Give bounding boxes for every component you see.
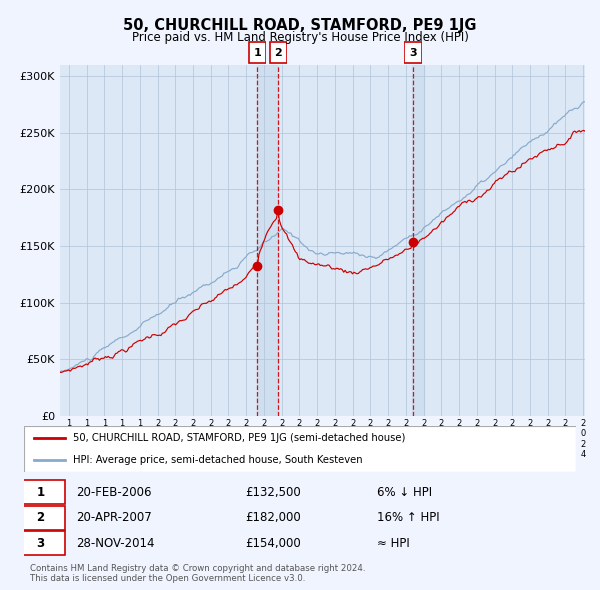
Point — [253, 261, 262, 271]
Text: 6% ↓ HPI: 6% ↓ HPI — [377, 486, 433, 499]
FancyBboxPatch shape — [16, 531, 65, 555]
Text: 1: 1 — [37, 486, 44, 499]
Text: £132,500: £132,500 — [245, 486, 301, 499]
Text: 1: 1 — [254, 48, 261, 57]
Bar — [412, 65, 424, 416]
Text: 28-NOV-2014: 28-NOV-2014 — [76, 537, 155, 550]
Text: Contains HM Land Registry data © Crown copyright and database right 2024.: Contains HM Land Registry data © Crown c… — [30, 563, 365, 572]
Point — [274, 205, 283, 215]
Text: 20-APR-2007: 20-APR-2007 — [76, 511, 152, 525]
FancyBboxPatch shape — [16, 480, 65, 504]
Text: ≈ HPI: ≈ HPI — [377, 537, 410, 550]
FancyBboxPatch shape — [269, 42, 287, 63]
FancyBboxPatch shape — [404, 42, 422, 63]
Text: 2: 2 — [37, 511, 44, 525]
FancyBboxPatch shape — [249, 42, 266, 63]
Text: £154,000: £154,000 — [245, 537, 301, 550]
Text: £182,000: £182,000 — [245, 511, 301, 525]
Text: 2: 2 — [274, 48, 282, 57]
Text: 3: 3 — [37, 537, 44, 550]
Point — [409, 237, 418, 246]
Text: HPI: Average price, semi-detached house, South Kesteven: HPI: Average price, semi-detached house,… — [73, 455, 362, 465]
Text: 50, CHURCHILL ROAD, STAMFORD, PE9 1JG: 50, CHURCHILL ROAD, STAMFORD, PE9 1JG — [123, 18, 477, 33]
Text: 20-FEB-2006: 20-FEB-2006 — [76, 486, 152, 499]
Text: 3: 3 — [409, 48, 417, 57]
Text: 16% ↑ HPI: 16% ↑ HPI — [377, 511, 440, 525]
Text: This data is licensed under the Open Government Licence v3.0.: This data is licensed under the Open Gov… — [30, 573, 305, 582]
FancyBboxPatch shape — [24, 426, 576, 472]
Bar — [257, 65, 278, 416]
Text: 50, CHURCHILL ROAD, STAMFORD, PE9 1JG (semi-detached house): 50, CHURCHILL ROAD, STAMFORD, PE9 1JG (s… — [73, 433, 405, 443]
FancyBboxPatch shape — [16, 506, 65, 530]
Text: Price paid vs. HM Land Registry's House Price Index (HPI): Price paid vs. HM Land Registry's House … — [131, 31, 469, 44]
